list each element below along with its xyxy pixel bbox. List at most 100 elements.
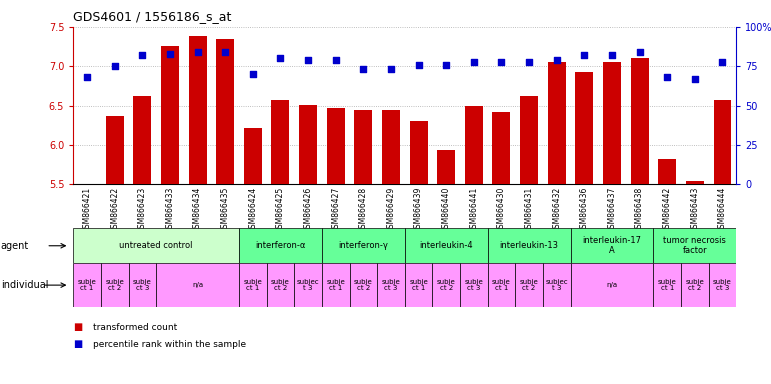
Bar (299, 105, 317, 184)
Bar (267, 263, 295, 307)
Bar (709, 263, 736, 307)
Text: GSM866443: GSM866443 (690, 187, 699, 233)
Bar (515, 263, 543, 307)
Text: subjec
t 3: subjec t 3 (545, 279, 568, 291)
Text: interferon-γ: interferon-γ (338, 241, 389, 250)
Point (81, 74, 93, 80)
Point (495, 58, 507, 65)
Text: GSM866429: GSM866429 (386, 187, 396, 233)
Bar (239, 228, 322, 263)
Bar (571, 263, 653, 307)
Text: GSM866426: GSM866426 (304, 187, 312, 233)
Bar (631, 58, 648, 184)
Point (219, 49, 231, 55)
Bar (686, 181, 704, 184)
Point (661, 74, 673, 80)
Text: subje
ct 2: subje ct 2 (271, 279, 290, 291)
Bar (603, 62, 621, 184)
Text: n/a: n/a (607, 282, 618, 288)
Bar (156, 263, 239, 307)
Text: subjec
t 3: subjec t 3 (297, 279, 319, 291)
Text: subje
ct 2: subje ct 2 (685, 279, 704, 291)
Bar (493, 112, 510, 184)
Text: GSM866438: GSM866438 (635, 187, 644, 233)
Bar (654, 263, 681, 307)
Text: subje
ct 3: subje ct 3 (713, 279, 732, 291)
Point (274, 55, 287, 61)
Text: interleukin-17
A: interleukin-17 A (582, 236, 641, 255)
Point (109, 63, 121, 70)
Text: GSM866433: GSM866433 (166, 187, 174, 233)
Point (550, 57, 563, 63)
Text: GSM866423: GSM866423 (138, 187, 146, 233)
Bar (327, 108, 345, 184)
Text: GSM866441: GSM866441 (470, 187, 478, 233)
Text: subje
ct 1: subje ct 1 (409, 279, 428, 291)
Point (578, 52, 591, 58)
Bar (405, 228, 487, 263)
Bar (295, 263, 322, 307)
Text: GSM866444: GSM866444 (718, 187, 727, 233)
Bar (161, 46, 179, 184)
Bar (73, 228, 239, 263)
Point (247, 71, 259, 77)
Bar (271, 100, 289, 184)
Bar (244, 128, 262, 184)
Bar (571, 228, 653, 263)
Bar (409, 121, 428, 184)
Point (163, 51, 176, 57)
Text: interleukin-13: interleukin-13 (500, 241, 559, 250)
Text: GSM866431: GSM866431 (524, 187, 534, 233)
Bar (133, 96, 151, 184)
Point (136, 52, 149, 58)
Text: subje
ct 1: subje ct 1 (326, 279, 345, 291)
Point (357, 66, 369, 73)
Text: subje
ct 2: subje ct 2 (106, 279, 124, 291)
Bar (216, 39, 234, 184)
Text: ■: ■ (73, 322, 82, 332)
Text: subje
ct 2: subje ct 2 (437, 279, 456, 291)
Point (689, 76, 701, 82)
Text: GSM866428: GSM866428 (359, 187, 368, 233)
Bar (575, 72, 594, 184)
Text: subje
ct 1: subje ct 1 (244, 279, 262, 291)
Text: individual: individual (1, 280, 49, 290)
Text: untreated control: untreated control (120, 241, 193, 250)
Text: GSM866436: GSM866436 (580, 187, 589, 233)
Text: GSM866427: GSM866427 (332, 187, 340, 233)
Point (329, 57, 342, 63)
Text: GSM866442: GSM866442 (663, 187, 672, 233)
Point (606, 52, 618, 58)
Text: interleukin-4: interleukin-4 (419, 241, 473, 250)
Point (440, 61, 453, 68)
Text: GSM866430: GSM866430 (497, 187, 506, 233)
Text: subje
ct 3: subje ct 3 (133, 279, 152, 291)
Bar (377, 263, 405, 307)
Bar (465, 106, 483, 184)
Text: GSM866435: GSM866435 (221, 187, 230, 233)
Bar (437, 151, 455, 184)
Bar (73, 263, 101, 307)
Text: GSM866440: GSM866440 (442, 187, 451, 233)
Bar (520, 96, 538, 184)
Point (385, 66, 397, 73)
Text: GSM866422: GSM866422 (110, 187, 120, 233)
Bar (487, 263, 515, 307)
Bar (543, 263, 571, 307)
Point (191, 49, 204, 55)
Bar (433, 263, 460, 307)
Bar (239, 263, 267, 307)
Point (468, 58, 480, 65)
Text: subje
ct 2: subje ct 2 (354, 279, 372, 291)
Bar (713, 100, 732, 184)
Text: agent: agent (1, 241, 29, 251)
Text: GSM866425: GSM866425 (276, 187, 285, 233)
Text: interferon-α: interferon-α (255, 241, 305, 250)
Point (523, 58, 535, 65)
Text: GDS4601 / 1556186_s_at: GDS4601 / 1556186_s_at (73, 10, 231, 23)
Bar (547, 62, 566, 184)
Text: GSM866424: GSM866424 (248, 187, 258, 233)
Bar (681, 263, 709, 307)
Text: subje
ct 1: subje ct 1 (78, 279, 96, 291)
Text: tumor necrosis
factor: tumor necrosis factor (663, 236, 726, 255)
